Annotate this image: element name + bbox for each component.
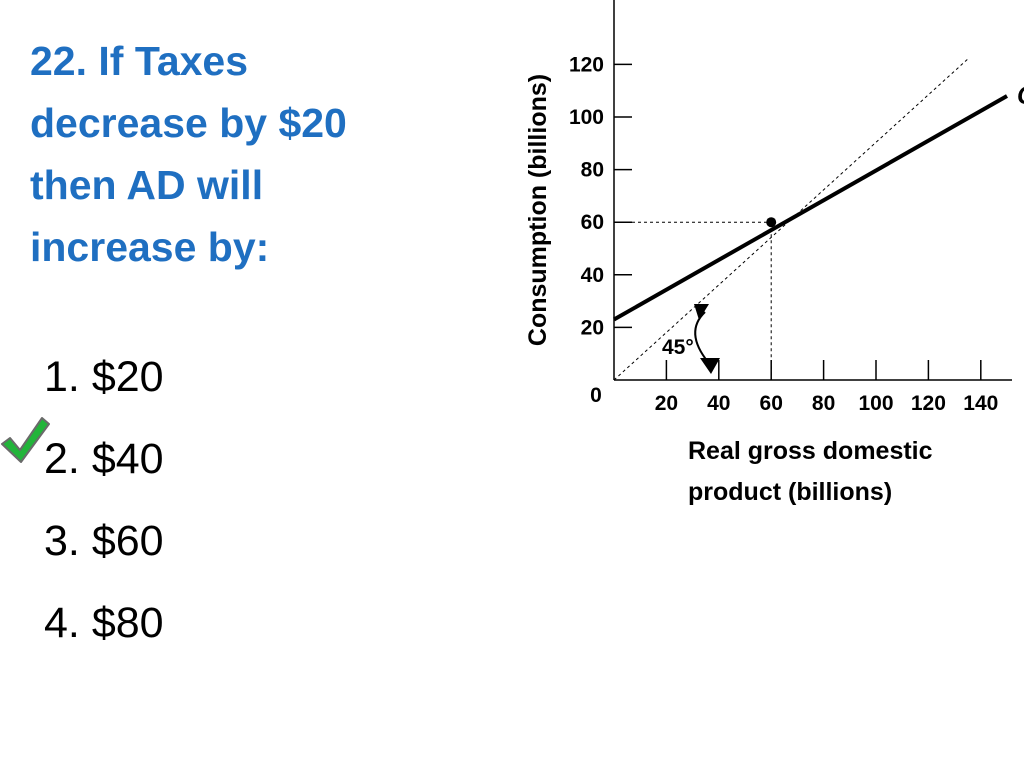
y-tick-label: 120 xyxy=(569,53,604,76)
forty-five-degree-line xyxy=(613,58,969,381)
x-tick-label: 140 xyxy=(963,392,998,415)
x-tick-label: 60 xyxy=(760,392,783,415)
option-label: $20 xyxy=(91,353,164,401)
option-4[interactable]: 4. $80 xyxy=(44,582,164,664)
consumption-line-label: C xyxy=(1017,82,1024,110)
y-axis-label: Consumption (billions) xyxy=(524,74,552,346)
x-tick-label: 120 xyxy=(911,392,946,415)
angle-arrow-bottom-icon xyxy=(700,358,720,374)
chart-background xyxy=(490,0,1024,520)
y-tick-label: 100 xyxy=(569,106,604,129)
angle-arc xyxy=(694,311,709,363)
angle-label: 45° xyxy=(662,336,694,359)
consumption-line xyxy=(613,94,1008,322)
consumption-chart: 20 40 60 80 100 120 20 40 60 80 100 120 140 0 Consu… xyxy=(490,0,1024,520)
question-line-1: 22. If Taxes xyxy=(30,38,249,84)
x-tick-label: 20 xyxy=(655,392,678,415)
x-axis-label-line-2: product (billions) xyxy=(688,478,892,506)
correct-checkmark-icon xyxy=(1,417,50,463)
option-3[interactable]: 3. $60 xyxy=(44,500,164,582)
y-tick-label: 20 xyxy=(581,316,604,339)
x-ticks: 20 40 60 80 100 120 140 xyxy=(655,360,998,415)
option-label: $80 xyxy=(91,599,164,647)
question-line-2: decrease by $20 xyxy=(30,100,347,146)
y-tick-label: 40 xyxy=(581,264,604,287)
x-tick-label: 100 xyxy=(858,392,893,415)
x-axis-label-line-1: Real gross domestic xyxy=(688,437,933,465)
option-2[interactable]: 2. $40 xyxy=(44,418,164,500)
option-number: 4. xyxy=(44,599,80,647)
option-1[interactable]: 1. $20 xyxy=(44,336,164,418)
y-tick-label: 60 xyxy=(581,211,604,234)
question-line-4: increase by: xyxy=(30,224,270,270)
option-label: $60 xyxy=(91,517,164,565)
option-number: 2. xyxy=(44,435,80,483)
x-tick-label: 40 xyxy=(707,392,730,415)
option-number: 3. xyxy=(44,517,80,565)
question-line-3: then AD will xyxy=(30,162,264,208)
answer-options: 1. $20 2. $40 3. $60 4. $80 xyxy=(44,336,164,664)
option-label: $40 xyxy=(91,435,164,483)
option-number: 1. xyxy=(44,353,80,401)
y-tick-label: 80 xyxy=(581,159,604,182)
origin-label: 0 xyxy=(590,384,602,407)
question-text: 22. If Taxes decrease by $20 then AD wil… xyxy=(30,30,450,278)
angle-arrow-top-icon xyxy=(694,304,709,320)
x-tick-label: 80 xyxy=(812,392,835,415)
equilibrium-point xyxy=(766,217,777,228)
